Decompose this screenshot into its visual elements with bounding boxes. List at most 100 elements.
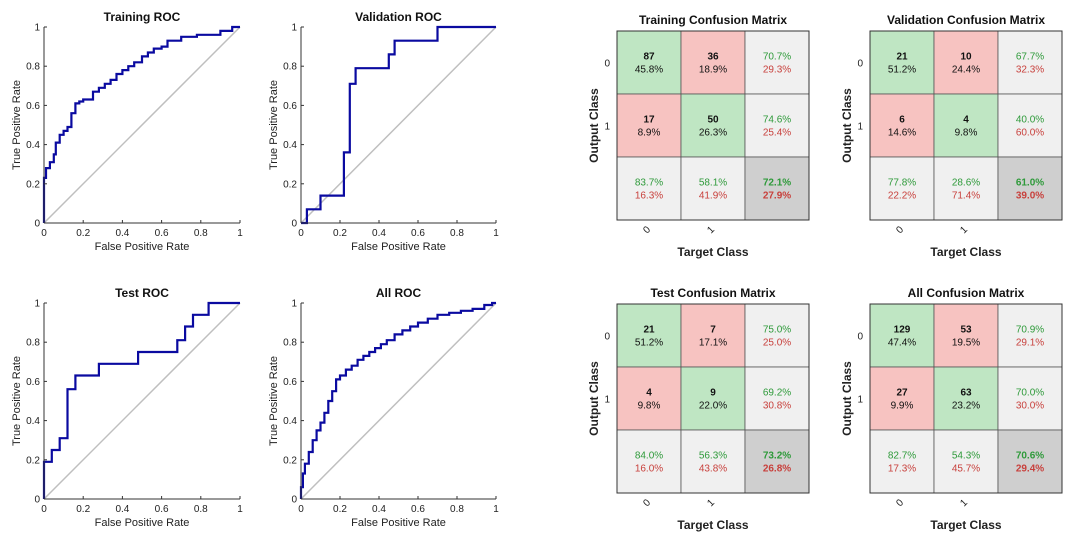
roc-plot-2: 00 0.2 0.2 0.4 0.4 0.6 0.6 0.8 0.8 1 1 Test ROC Fals… bbox=[11, 286, 243, 529]
y-axis-label: True Positive Rate bbox=[11, 356, 23, 446]
column-summary-error: 41.9% bbox=[699, 191, 727, 202]
row-summary-error: 32.3% bbox=[1016, 65, 1044, 76]
output-class-tick: 0 bbox=[604, 332, 610, 343]
output-class-tick: 0 bbox=[857, 59, 863, 70]
y-tick-label: 1 bbox=[291, 299, 297, 310]
x-tick-label: 0.4 bbox=[372, 504, 386, 515]
y-axis-label: True Positive Rate bbox=[268, 356, 280, 446]
x-tick-label: 0.2 bbox=[76, 228, 90, 239]
x-tick-label: 0.4 bbox=[115, 228, 129, 239]
overall-error: 26.8% bbox=[763, 464, 791, 475]
y-tick-label: 0.2 bbox=[26, 179, 40, 190]
confusion-matrix-4: 87 45.8% 36 18.9% 17 8.9% 50 26.3% 70.7% 29.3% 74.… bbox=[587, 13, 810, 259]
cell-percent: 17.1% bbox=[699, 338, 727, 349]
y-axis-label: True Positive Rate bbox=[11, 80, 23, 170]
cell-count: 10 bbox=[960, 52, 972, 63]
target-class-tick: 0 bbox=[641, 224, 653, 236]
cell-percent: 19.5% bbox=[952, 338, 980, 349]
row-summary-cell bbox=[997, 366, 1063, 431]
roc-plot-title: Test ROC bbox=[115, 286, 169, 300]
column-summary-correct: 56.3% bbox=[699, 451, 727, 462]
cell-percent: 9.8% bbox=[638, 401, 661, 412]
y-tick-label: 0.8 bbox=[26, 338, 40, 349]
x-axis-label: False Positive Rate bbox=[95, 517, 190, 529]
x-tick-label: 0.4 bbox=[115, 504, 129, 515]
cell-count: 21 bbox=[896, 52, 908, 63]
overall-error: 27.9% bbox=[763, 191, 791, 202]
matrix-border bbox=[869, 303, 1063, 494]
cell-percent: 23.2% bbox=[952, 401, 980, 412]
column-summary-cell bbox=[869, 156, 935, 221]
cell-percent: 51.2% bbox=[635, 338, 663, 349]
x-tick-label: 0.4 bbox=[372, 228, 386, 239]
column-summary-correct: 83.7% bbox=[635, 178, 663, 189]
y-tick-label: 0.8 bbox=[26, 62, 40, 73]
column-summary-correct: 77.8% bbox=[888, 178, 916, 189]
y-tick-label: 0.2 bbox=[26, 455, 40, 466]
confusion-matrix-6: 21 51.2% 7 17.1% 4 9.8% 9 22.0% 75.0% 25.0% 69.2% 3… bbox=[587, 286, 810, 532]
x-tick-label: 0.8 bbox=[194, 228, 208, 239]
x-tick-label: 0.8 bbox=[450, 228, 464, 239]
column-summary-correct: 58.1% bbox=[699, 178, 727, 189]
matrix-cell bbox=[869, 303, 935, 368]
x-tick-label: 0.6 bbox=[155, 504, 169, 515]
column-summary-cell bbox=[869, 429, 935, 494]
row-summary-error: 60.0% bbox=[1016, 128, 1044, 139]
confusion-matrix-title: Training Confusion Matrix bbox=[639, 13, 787, 27]
y-tick-label: 0 bbox=[34, 495, 40, 506]
cell-percent: 18.9% bbox=[699, 65, 727, 76]
target-class-tick: 0 bbox=[641, 497, 653, 509]
cell-percent: 45.8% bbox=[635, 65, 663, 76]
column-summary-error: 17.3% bbox=[888, 464, 916, 475]
cell-count: 63 bbox=[960, 388, 972, 399]
y-tick-label: 0.6 bbox=[283, 101, 297, 112]
roc-plot-0: 00 0.2 0.2 0.4 0.4 0.6 0.6 0.8 0.8 1 1 Training ROC… bbox=[11, 10, 243, 253]
roc-plot-title: All ROC bbox=[376, 286, 422, 300]
x-tick-label: 0.2 bbox=[333, 504, 347, 515]
target-class-label: Target Class bbox=[930, 245, 1001, 259]
column-summary-correct: 28.6% bbox=[952, 178, 980, 189]
x-axis-label: False Positive Rate bbox=[351, 517, 446, 529]
matrix-cell bbox=[680, 93, 746, 158]
cell-percent: 47.4% bbox=[888, 338, 916, 349]
x-tick-label: 0.2 bbox=[333, 228, 347, 239]
y-tick-label: 0.2 bbox=[283, 179, 297, 190]
overall-accuracy: 73.2% bbox=[763, 451, 791, 462]
column-summary-cell bbox=[616, 429, 682, 494]
x-tick-label: 0.2 bbox=[76, 504, 90, 515]
overall-accuracy-cell bbox=[744, 429, 810, 494]
x-tick-label: 0.6 bbox=[155, 228, 169, 239]
matrix-cell bbox=[869, 30, 935, 95]
roc-plot-3: 00 0.2 0.2 0.4 0.4 0.6 0.6 0.8 0.8 1 1 All ROC False… bbox=[268, 286, 499, 529]
target-class-tick: 1 bbox=[705, 497, 717, 509]
roc-curve-line bbox=[301, 25, 496, 225]
x-tick-label: 1 bbox=[493, 228, 499, 239]
cell-count: 27 bbox=[896, 388, 908, 399]
matrix-cell bbox=[616, 30, 682, 95]
matrix-cell bbox=[933, 30, 999, 95]
x-tick-label: 0.6 bbox=[411, 228, 425, 239]
row-summary-error: 29.3% bbox=[763, 65, 791, 76]
y-tick-label: 0.6 bbox=[26, 377, 40, 388]
x-tick-label: 1 bbox=[237, 504, 243, 515]
matrix-cell bbox=[933, 93, 999, 158]
matrix-cell bbox=[616, 93, 682, 158]
column-summary-correct: 54.3% bbox=[952, 451, 980, 462]
column-summary-error: 71.4% bbox=[952, 191, 980, 202]
row-summary-correct: 40.0% bbox=[1016, 115, 1044, 126]
matrix-cell bbox=[869, 93, 935, 158]
target-class-tick: 0 bbox=[894, 497, 906, 509]
y-tick-label: 0.4 bbox=[26, 416, 40, 427]
y-tick-label: 1 bbox=[291, 23, 297, 34]
x-tick-label: 0.6 bbox=[411, 504, 425, 515]
y-tick-label: 0 bbox=[291, 219, 297, 230]
y-tick-label: 0.6 bbox=[26, 101, 40, 112]
diagonal-reference-line bbox=[43, 26, 241, 224]
target-class-label: Target Class bbox=[930, 518, 1001, 532]
roc-curve-line bbox=[42, 301, 240, 499]
roc-plot-title: Training ROC bbox=[104, 10, 181, 24]
column-summary-correct: 82.7% bbox=[888, 451, 916, 462]
cell-count: 21 bbox=[643, 325, 655, 336]
target-class-tick: 0 bbox=[894, 224, 906, 236]
